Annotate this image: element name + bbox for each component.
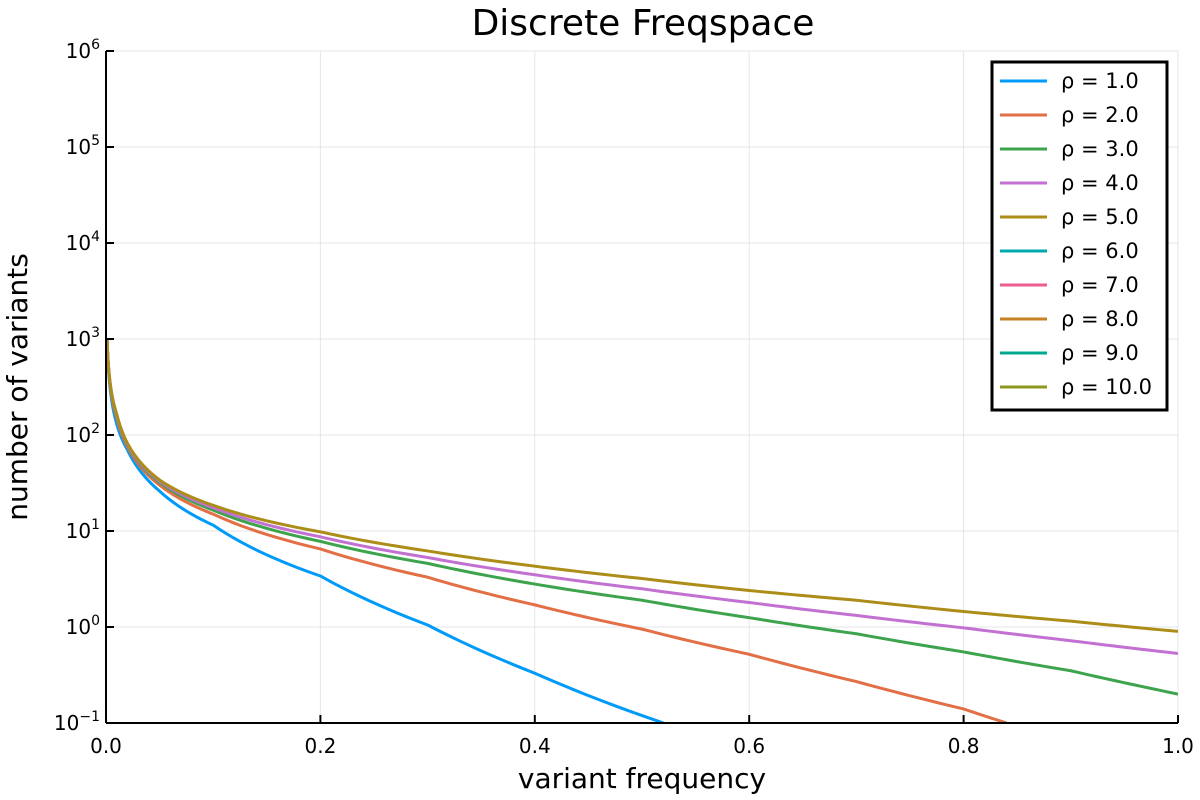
y-tick-base: 10	[66, 615, 91, 639]
y-tick-base: 10	[66, 519, 91, 543]
series-line	[106, 338, 1178, 633]
x-tick-label: 0.8	[948, 734, 980, 758]
y-tick-base: 10	[66, 231, 91, 255]
legend-label: ρ = 2.0	[1061, 103, 1139, 127]
ticks: 0.0 0.2 0.4 0.6 0.8 1.010−1100101102103104105…	[54, 37, 1194, 758]
legend-label: ρ = 1.0	[1061, 69, 1139, 93]
y-tick-label: 100	[66, 613, 100, 639]
legend-label: ρ = 8.0	[1061, 307, 1139, 331]
y-tick-label: 102	[66, 421, 100, 447]
legend-label: ρ = 10.0	[1061, 375, 1152, 399]
y-axis-label: number of variants	[1, 253, 34, 521]
y-tick-exponent: −1	[79, 709, 100, 725]
y-tick-exponent: 4	[91, 229, 100, 245]
plot-area	[106, 338, 1178, 723]
y-tick-label: 103	[66, 325, 100, 351]
x-tick-label: 1.0	[1162, 734, 1194, 758]
y-tick-base: 10	[54, 711, 79, 735]
x-tick-label: 0.2	[304, 734, 336, 758]
y-tick-base: 10	[66, 423, 91, 447]
y-tick-label: 106	[66, 37, 100, 63]
legend-label: ρ = 4.0	[1061, 171, 1139, 195]
legend-label: ρ = 5.0	[1061, 205, 1139, 229]
series-line	[106, 338, 664, 723]
y-tick-base: 10	[66, 327, 91, 351]
y-tick-label: 105	[66, 133, 100, 159]
y-tick-exponent: 6	[91, 37, 100, 53]
y-tick-label: 104	[66, 229, 100, 255]
legend-label: ρ = 6.0	[1061, 239, 1139, 263]
axes	[105, 51, 1178, 724]
y-tick-exponent: 5	[91, 133, 100, 149]
x-tick-label: 0.4	[519, 734, 551, 758]
chart-title: Discrete Freqspace	[472, 3, 815, 44]
x-tick-label: 0.0	[90, 734, 122, 758]
x-axis-label: variant frequency	[518, 762, 766, 795]
y-tick-base: 10	[66, 39, 91, 63]
x-tick-label: 0.6	[733, 734, 765, 758]
y-tick-exponent: 1	[91, 517, 100, 533]
legend: ρ = 1.0 ρ = 2.0 ρ = 3.0 ρ = 4.0 ρ = 5.0 ρ = 6…	[990, 60, 1169, 412]
legend-label: ρ = 3.0	[1061, 137, 1139, 161]
legend-label: ρ = 7.0	[1061, 273, 1139, 297]
y-tick-label: 101	[66, 517, 100, 543]
legend-label: ρ = 9.0	[1061, 341, 1139, 365]
y-tick-label: 10−1	[54, 709, 100, 735]
y-tick-exponent: 0	[91, 613, 100, 629]
y-tick-exponent: 3	[91, 325, 100, 341]
y-tick-base: 10	[66, 135, 91, 159]
y-tick-exponent: 2	[91, 421, 100, 437]
